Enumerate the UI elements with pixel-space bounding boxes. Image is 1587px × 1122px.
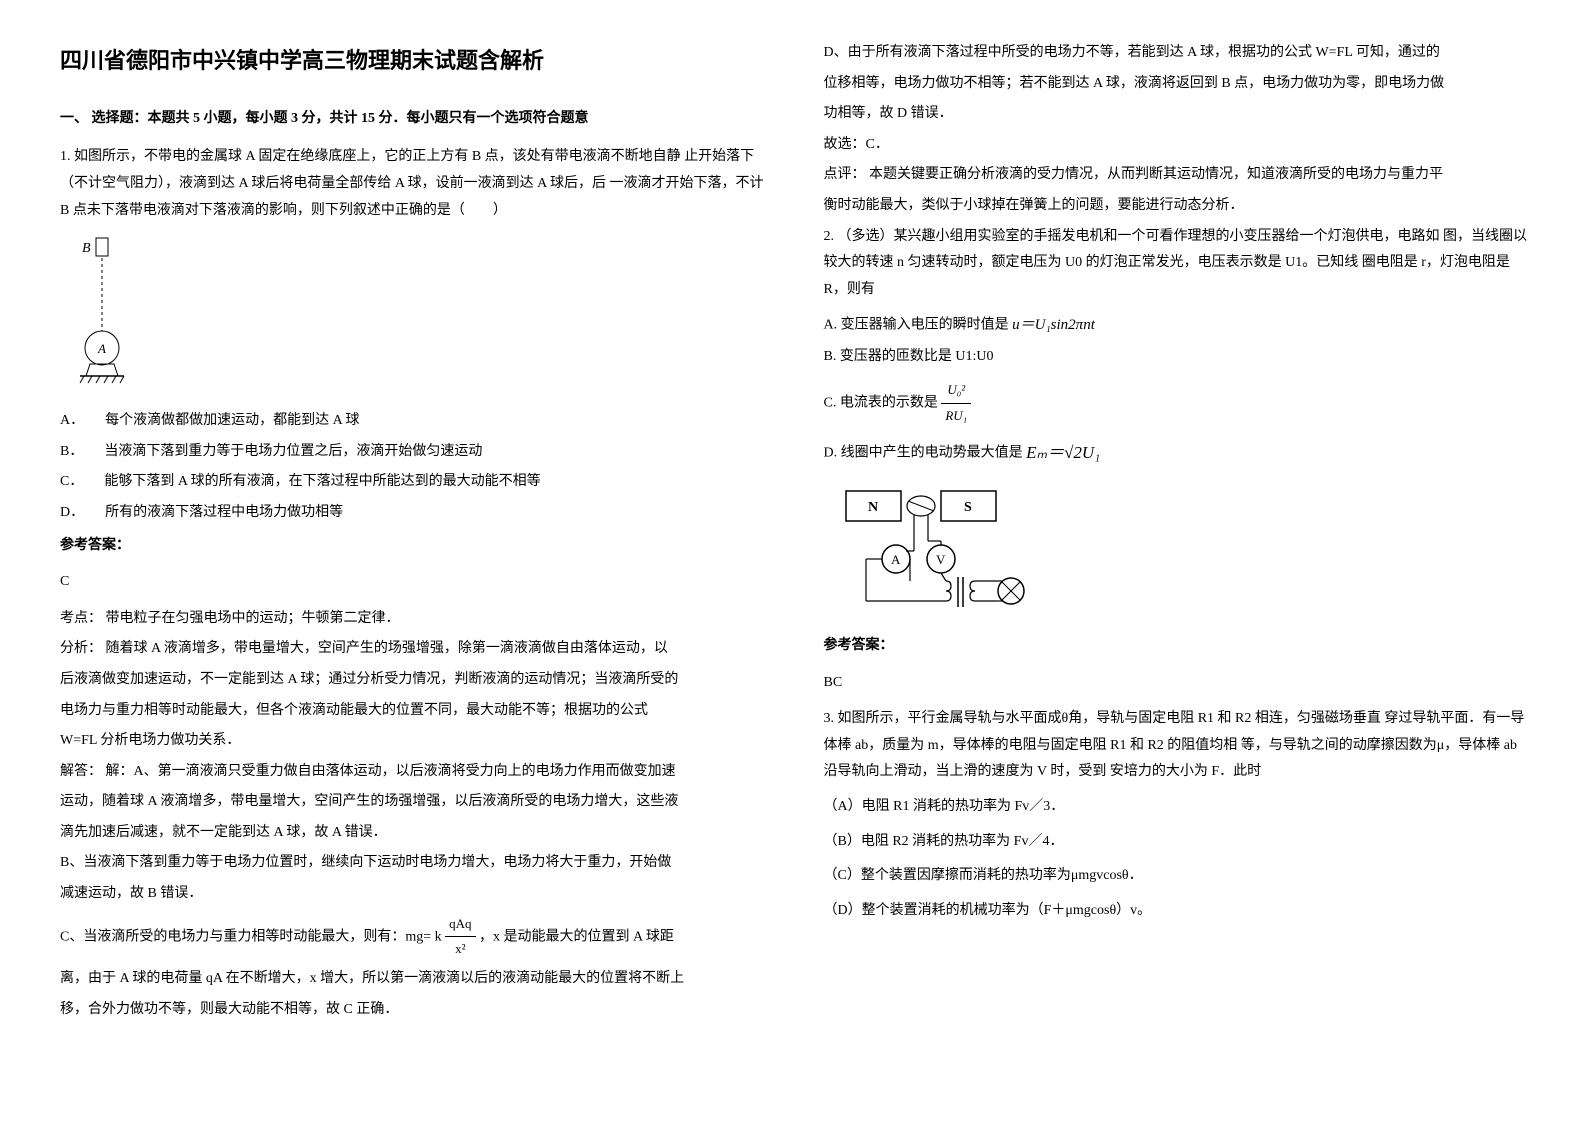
q1-answer: C <box>60 569 764 596</box>
q1-stem-line1: 1. 如图所示，不带电的金属球 A 固定在绝缘底座上，它的正上方有 B 点，该处… <box>60 149 681 164</box>
q3-optB: （B）电阻 R2 消耗的热功率为 Fv／4． <box>824 829 1528 856</box>
q2-optC: C. 电流表的示数是 U₀² RU₁ <box>824 378 1528 428</box>
q2-answer-label: 参考答案： <box>824 633 1528 660</box>
q1-stem: 1. 如图所示，不带电的金属球 A 固定在绝缘底座上，它的正上方有 B 点，该处… <box>60 144 764 224</box>
q1-jieda2: 运动，随着球 A 液滴增多，带电量增大，空间产生的场强增强，以后液滴所受的电场力… <box>60 789 764 816</box>
fig2-A: A <box>891 552 901 567</box>
fig1-label-A: A <box>97 341 106 356</box>
fig2-N: N <box>868 500 878 515</box>
left-column: 四川省德阳市中兴镇中学高三物理期末试题含解析 一、 选择题：本题共 5 小题，每… <box>60 40 764 1027</box>
q1-jieda3: 滴先加速后减速，就不一定能到达 A 球，故 A 错误． <box>60 820 764 847</box>
q1-jieda12: 故选：C． <box>824 132 1528 159</box>
q1-figure: B A <box>60 236 764 396</box>
fig2-S: S <box>964 500 972 515</box>
q1-fenxi2: 后液滴做变加速运动，不一定能到达 A 球；通过分析受力情况，判断液滴的运动情况；… <box>60 667 764 694</box>
q3-optD: （D）整个装置消耗的机械功率为（F＋μmgcosθ）v。 <box>824 898 1528 925</box>
fig1-label-B: B <box>82 241 91 256</box>
q1-fenxi1: 分析： 随着球 A 液滴增多，带电量增大，空间产生的场强增强，除第一滴液滴做自由… <box>60 636 764 663</box>
q2-optA-formula: u＝U₁sin2πnt <box>1012 311 1095 340</box>
q1-jieda7: 离，由于 A 球的电荷量 qA 在不断增大，x 增大，所以第一滴液滴以后的液滴动… <box>60 966 764 993</box>
q1-jieda6a: C、当液滴所受的电场力与重力相等时动能最大，则有：mg= k <box>60 929 445 944</box>
page-title: 四川省德阳市中兴镇中学高三物理期末试题含解析 <box>60 40 764 82</box>
q2-optA: A. 变压器输入电压的瞬时值是 u＝U₁sin2πnt <box>824 311 1528 340</box>
section-header: 一、 选择题：本题共 5 小题，每小题 3 分，共计 15 分．每小题只有一个选… <box>60 106 764 133</box>
q1-kaodian: 考点： 带电粒子在匀强电场中的运动；牛顿第二定律． <box>60 606 764 633</box>
q2-optB: B. 变压器的匝数比是 U1:U0 <box>824 344 1528 371</box>
q3-optA: （A）电阻 R1 消耗的热功率为 Fv／3． <box>824 794 1528 821</box>
q1-optC: C． 能够下落到 A 球的所有液滴，在下落过程中所能达到的最大动能不相等 <box>60 469 764 496</box>
q3-stem-line1: 3. 如图所示，平行金属导轨与水平面成θ角，导轨与固定电阻 R1 和 R2 相连… <box>824 711 1381 726</box>
right-column: D、由于所有液滴下落过程中所受的电场力不等，若能到达 A 球，根据功的公式 W=… <box>824 40 1528 1027</box>
q2-figure: N S A V <box>824 481 1528 621</box>
q2-optD: D. 线圈中产生的电动势最大值是 Eₘ＝√2U₁ <box>824 437 1528 469</box>
q1-dianping2: 衡时动能最大，类似于小球掉在弹簧上的问题，要能进行动态分析． <box>824 193 1528 220</box>
q1-jieda10: 位移相等，电场力做功不相等；若不能到达 A 球，液滴将返回到 B 点，电场力做功… <box>824 71 1528 98</box>
q2-optC-pre: C. 电流表的示数是 <box>824 396 938 411</box>
q3-stem-line4: 安培力的大小为 F．此时 <box>1110 764 1261 779</box>
fig2-V: V <box>936 552 946 567</box>
q1-answer-label: 参考答案： <box>60 533 764 560</box>
q2-stem-line1: 2. （多选）某兴趣小组用实验室的手摇发电机和一个可看作理想的小变压器给一个灯泡… <box>824 229 1440 244</box>
q3-stem: 3. 如图所示，平行金属导轨与水平面成θ角，导轨与固定电阻 R1 和 R2 相连… <box>824 706 1528 786</box>
q1-jieda6b: ，x 是动能最大的位置到 A 球距 <box>479 929 674 944</box>
q1-jieda8: 移，合外力做功不等，则最大动能不相等，故 C 正确． <box>60 997 764 1024</box>
q1-figure-svg: B A <box>72 236 142 396</box>
q3-optC: （C）整个装置因摩擦而消耗的热功率为μmgvcosθ． <box>824 863 1528 890</box>
q2-optC-num: U₀² <box>941 378 971 404</box>
q2-answer: BC <box>824 670 1528 697</box>
fig1-base <box>86 364 118 376</box>
q1-fenxi4: W=FL 分析电场力做功关系． <box>60 728 764 755</box>
q1-optD: D． 所有的液滴下落过程中电场力做功相等 <box>60 500 764 527</box>
q2-optC-den: RU₁ <box>941 404 971 429</box>
q2-optC-frac: U₀² RU₁ <box>941 378 971 428</box>
fig1-drop-rect <box>96 238 108 256</box>
q2-optD-formula: Eₘ＝√2U₁ <box>1026 437 1100 469</box>
q1-fenxi3: 电场力与重力相等时动能最大，但各个液滴动能最大的位置不同，最大动能不等；根据功的… <box>60 698 764 725</box>
q1-frac-den: x² <box>445 937 475 962</box>
q1-jieda9: D、由于所有液滴下落过程中所受的电场力不等，若能到达 A 球，根据功的公式 W=… <box>824 40 1528 67</box>
q1-jieda5: 减速运动，故 B 错误． <box>60 881 764 908</box>
q1-jieda4: B、当液滴下落到重力等于电场力位置时，继续向下运动时电场力增大，电场力将大于重力… <box>60 850 764 877</box>
q1-optB: B． 当液滴下落到重力等于电场力位置之后，液滴开始做匀速运动 <box>60 439 764 466</box>
q1-frac-num: qAq <box>445 912 475 938</box>
q2-stem: 2. （多选）某兴趣小组用实验室的手摇发电机和一个可看作理想的小变压器给一个灯泡… <box>824 224 1528 304</box>
q1-optA: A． 每个液滴做都做加速运动，都能到达 A 球 <box>60 408 764 435</box>
q2-optD-pre: D. 线圈中产生的电动势最大值是 <box>824 445 1023 460</box>
q1-fraction: qAq x² <box>445 912 475 962</box>
q1-dianping1: 点评： 本题关键要正确分析液滴的受力情况，从而判断其运动情况，知道液滴所受的电场… <box>824 162 1528 189</box>
q1-jieda6: C、当液滴所受的电场力与重力相等时动能最大，则有：mg= k qAq x² ，x… <box>60 912 764 962</box>
q1-jieda11: 功相等，故 D 错误． <box>824 101 1528 128</box>
q1-jieda1: 解答： 解：A、第一滴液滴只受重力做自由落体运动，以后液滴将受力向上的电场力作用… <box>60 759 764 786</box>
q2-optA-pre: A. 变压器输入电压的瞬时值是 <box>824 318 1009 333</box>
q2-figure-svg: N S A V <box>836 481 1036 621</box>
